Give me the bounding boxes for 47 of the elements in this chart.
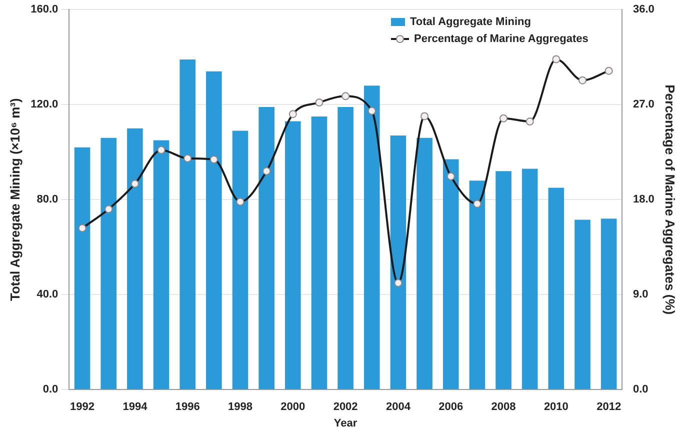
bar <box>180 59 196 390</box>
x-tick-label: 2008 <box>491 401 516 414</box>
x-tick-label: 2006 <box>438 401 464 414</box>
y2-tick-label: 9.0 <box>632 288 648 301</box>
y-tick-label: 120.0 <box>30 98 58 111</box>
bar <box>390 135 406 390</box>
y-tick-label: 80.0 <box>36 194 58 206</box>
legend-label: Total Aggregate Mining <box>410 14 531 30</box>
bar <box>74 147 90 390</box>
bar <box>522 168 538 390</box>
bar <box>206 71 222 390</box>
x-tick-label: 2000 <box>280 401 306 414</box>
bar <box>469 180 486 390</box>
x-tick-label: 1994 <box>122 401 148 414</box>
x-tick-label: 1992 <box>70 401 95 414</box>
x-tick-label: 1996 <box>175 401 200 414</box>
bar <box>442 159 459 390</box>
x-axis-title: Year <box>334 417 358 430</box>
x-tick-label: 1998 <box>228 401 252 414</box>
bar <box>311 116 328 390</box>
y-tick-label: 160.0 <box>30 4 58 16</box>
y-tick-label: 0.0 <box>42 384 58 396</box>
bar <box>574 220 590 390</box>
bar <box>548 188 564 390</box>
bar <box>338 106 354 390</box>
x-tick-label: 2002 <box>333 401 358 414</box>
y2-axis-title: Percentage of Marine Aggregates (%) <box>662 84 678 315</box>
y2-tick-label: 36.0 <box>632 4 654 16</box>
bar <box>258 106 274 390</box>
legend-label: Percentage of Marine Aggregates <box>414 32 588 47</box>
x-tick-label: 2012 <box>596 401 622 414</box>
y2-tick-label: 18.0 <box>632 194 654 206</box>
bar <box>416 138 432 390</box>
bar <box>153 140 170 390</box>
y2-tick-label: 27.0 <box>632 98 654 111</box>
bar <box>127 128 143 390</box>
bar <box>364 86 380 390</box>
x-tick-label: 2010 <box>544 401 568 414</box>
bar <box>496 171 512 390</box>
bar <box>100 138 117 390</box>
y2-tick-label: 0.0 <box>632 384 648 396</box>
bar <box>600 218 617 390</box>
y-axis-title: Total Aggregate Mining (×10⁶ m³) <box>7 98 22 302</box>
y-tick-label: 40.0 <box>36 288 58 301</box>
bar <box>232 130 248 390</box>
x-tick-label: 2004 <box>386 401 412 414</box>
bar <box>285 121 301 390</box>
